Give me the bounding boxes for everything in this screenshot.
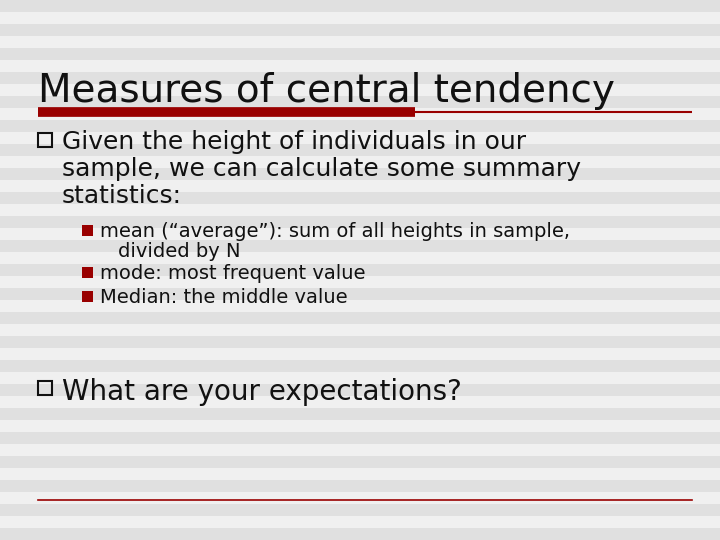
Bar bbox=[38, 381, 52, 395]
Bar bbox=[0, 480, 720, 492]
Bar bbox=[82, 225, 93, 236]
Bar bbox=[0, 456, 720, 468]
Text: divided by N: divided by N bbox=[118, 242, 240, 261]
Bar bbox=[0, 96, 720, 108]
Text: What are your expectations?: What are your expectations? bbox=[62, 378, 462, 406]
Bar bbox=[0, 132, 720, 144]
Bar bbox=[0, 468, 720, 480]
Bar bbox=[0, 432, 720, 444]
Bar bbox=[0, 300, 720, 312]
Bar bbox=[0, 408, 720, 420]
Bar bbox=[0, 420, 720, 432]
Bar bbox=[0, 528, 720, 540]
Bar bbox=[0, 516, 720, 528]
Text: sample, we can calculate some summary: sample, we can calculate some summary bbox=[62, 157, 581, 181]
Bar bbox=[0, 348, 720, 360]
Bar bbox=[82, 267, 93, 278]
Bar bbox=[0, 492, 720, 504]
Bar bbox=[0, 252, 720, 264]
Bar bbox=[0, 24, 720, 36]
Bar bbox=[0, 336, 720, 348]
Bar bbox=[82, 291, 93, 302]
Bar bbox=[0, 60, 720, 72]
Bar bbox=[0, 360, 720, 372]
Bar bbox=[0, 0, 720, 12]
Bar bbox=[0, 156, 720, 168]
Bar bbox=[0, 72, 720, 84]
Bar bbox=[0, 12, 720, 24]
Bar bbox=[0, 36, 720, 48]
Text: Measures of central tendency: Measures of central tendency bbox=[38, 72, 615, 110]
Bar bbox=[0, 204, 720, 216]
Bar bbox=[0, 324, 720, 336]
Text: Given the height of individuals in our: Given the height of individuals in our bbox=[62, 130, 526, 154]
Bar bbox=[0, 180, 720, 192]
Bar bbox=[0, 384, 720, 396]
Bar bbox=[38, 133, 52, 147]
Text: Median: the middle value: Median: the middle value bbox=[100, 288, 348, 307]
Bar bbox=[0, 504, 720, 516]
Text: mean (“average”): sum of all heights in sample,: mean (“average”): sum of all heights in … bbox=[100, 222, 570, 241]
Bar bbox=[0, 288, 720, 300]
Bar bbox=[0, 228, 720, 240]
Text: statistics:: statistics: bbox=[62, 184, 182, 208]
Bar bbox=[0, 240, 720, 252]
Bar bbox=[0, 168, 720, 180]
Bar bbox=[0, 396, 720, 408]
Bar bbox=[0, 108, 720, 120]
Bar bbox=[0, 84, 720, 96]
Bar bbox=[0, 372, 720, 384]
Bar bbox=[0, 192, 720, 204]
Bar bbox=[0, 264, 720, 276]
Bar bbox=[0, 120, 720, 132]
Bar bbox=[0, 312, 720, 324]
Bar bbox=[0, 144, 720, 156]
Text: mode: most frequent value: mode: most frequent value bbox=[100, 264, 366, 283]
Bar bbox=[0, 48, 720, 60]
Bar bbox=[0, 276, 720, 288]
Bar bbox=[0, 216, 720, 228]
Bar bbox=[0, 444, 720, 456]
